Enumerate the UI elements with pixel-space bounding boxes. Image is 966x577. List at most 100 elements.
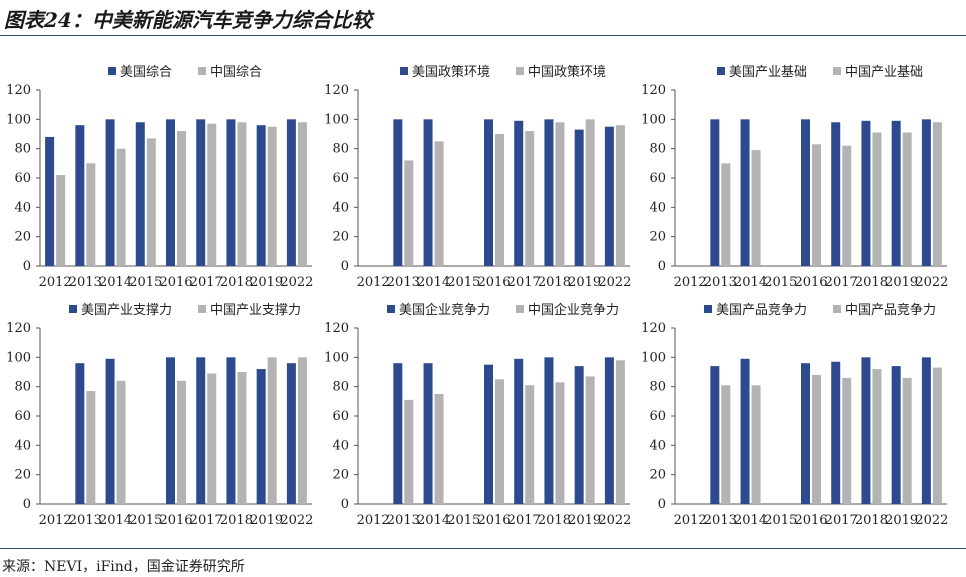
y-tick-label: 20 <box>649 230 666 245</box>
x-tick-label: 2013 <box>387 513 420 528</box>
bar-us <box>196 357 206 504</box>
x-tick-label: 2016 <box>477 513 510 528</box>
x-tick-label: 2018 <box>220 275 253 290</box>
legend-swatch-us <box>400 67 408 75</box>
x-tick-label: 2015 <box>129 275 162 290</box>
bar-us <box>710 119 720 266</box>
y-tick-label: 0 <box>658 497 666 512</box>
bar-china <box>751 385 761 504</box>
bar-china <box>555 382 565 504</box>
bar-us <box>801 363 810 504</box>
y-tick-label: 80 <box>332 380 349 395</box>
y-tick-label: 40 <box>332 200 349 215</box>
chart-6: 0204060801001202012201320142015201620172… <box>641 302 948 528</box>
bar-china <box>146 138 156 266</box>
y-tick-label: 20 <box>14 468 31 483</box>
y-tick-label: 80 <box>14 380 31 395</box>
y-tick-label: 80 <box>14 142 31 157</box>
y-tick-label: 100 <box>6 112 31 127</box>
x-tick-label: 2014 <box>417 513 450 528</box>
bar-us <box>921 357 931 504</box>
bar-china <box>842 377 852 504</box>
bar-us <box>710 366 720 504</box>
x-tick-label: 2018 <box>220 513 253 528</box>
bar-china <box>177 131 186 266</box>
y-tick-label: 40 <box>14 200 31 215</box>
y-tick-label: 20 <box>649 468 666 483</box>
x-tick-label: 2018 <box>538 275 571 290</box>
x-tick-label: 2012 <box>357 513 390 528</box>
x-tick-label: 2013 <box>704 513 737 528</box>
bar-china <box>116 380 126 504</box>
legend-label-us: 美国产业支撑力 <box>81 303 172 318</box>
legend-label-china: 中国产业基础 <box>845 65 923 80</box>
bar-china <box>932 367 942 504</box>
bar-china <box>297 122 307 267</box>
bar-china <box>812 144 821 266</box>
x-tick-label: 2022 <box>280 275 313 290</box>
x-tick-label: 2012 <box>674 275 707 290</box>
x-tick-label: 2017 <box>190 513 223 528</box>
y-tick-label: 0 <box>658 259 666 274</box>
y-tick-label: 0 <box>23 259 31 274</box>
bar-us <box>801 119 810 266</box>
x-tick-label: 2018 <box>538 513 571 528</box>
x-tick-label: 2014 <box>99 275 132 290</box>
bar-china <box>932 122 942 267</box>
bar-china <box>297 357 307 504</box>
x-tick-label: 2013 <box>69 513 102 528</box>
x-tick-label: 2018 <box>855 275 888 290</box>
legend-label-china: 中国综合 <box>210 65 262 80</box>
x-tick-label: 2014 <box>417 275 450 290</box>
bar-china <box>842 145 852 266</box>
x-tick-label: 2017 <box>508 513 541 528</box>
legend-label-us: 美国产业基础 <box>729 65 807 80</box>
bar-us <box>514 358 524 504</box>
bar-us <box>891 120 901 266</box>
x-tick-label: 2019 <box>250 513 283 528</box>
bar-china <box>872 369 882 504</box>
bar-us <box>105 119 115 266</box>
legend-swatch-china <box>516 67 524 75</box>
legend-swatch-us <box>387 305 395 313</box>
bar-china <box>116 148 126 266</box>
bar-china <box>267 126 277 267</box>
bar-us <box>891 366 901 504</box>
y-tick-label: 60 <box>332 409 349 424</box>
y-tick-label: 100 <box>324 350 349 365</box>
bar-china <box>751 150 761 266</box>
y-tick-label: 20 <box>332 468 349 483</box>
bar-us <box>166 357 175 504</box>
legend-swatch-china <box>198 305 206 313</box>
chart-1: 0204060801001202012201320142015201620172… <box>6 65 313 290</box>
bar-us <box>423 119 433 266</box>
y-tick-label: 100 <box>641 112 666 127</box>
bar-us <box>226 357 236 504</box>
y-tick-label: 80 <box>332 142 349 157</box>
bar-us <box>604 126 614 267</box>
bar-china <box>555 122 565 267</box>
y-tick-label: 100 <box>6 350 31 365</box>
bar-china <box>434 394 444 504</box>
y-tick-label: 60 <box>332 171 349 186</box>
x-tick-label: 2022 <box>915 513 948 528</box>
bar-us <box>831 361 841 504</box>
bar-china <box>721 163 731 266</box>
bar-us <box>544 119 554 266</box>
x-tick-label: 2022 <box>915 275 948 290</box>
x-tick-label: 2019 <box>250 275 283 290</box>
bar-us <box>484 119 493 266</box>
y-tick-label: 120 <box>324 83 349 98</box>
y-tick-label: 80 <box>649 142 666 157</box>
x-tick-label: 2019 <box>568 513 601 528</box>
y-tick-label: 0 <box>341 497 349 512</box>
chart-4: 0204060801001202012201320142015201620172… <box>6 303 313 528</box>
legend-swatch-china <box>833 305 841 313</box>
x-tick-label: 2016 <box>477 275 510 290</box>
x-tick-label: 2015 <box>764 513 797 528</box>
bar-china <box>721 385 731 504</box>
bar-us <box>544 357 554 504</box>
legend-label-china: 中国企业竞争力 <box>528 302 619 318</box>
bar-china <box>434 141 444 266</box>
x-tick-label: 2012 <box>674 513 707 528</box>
